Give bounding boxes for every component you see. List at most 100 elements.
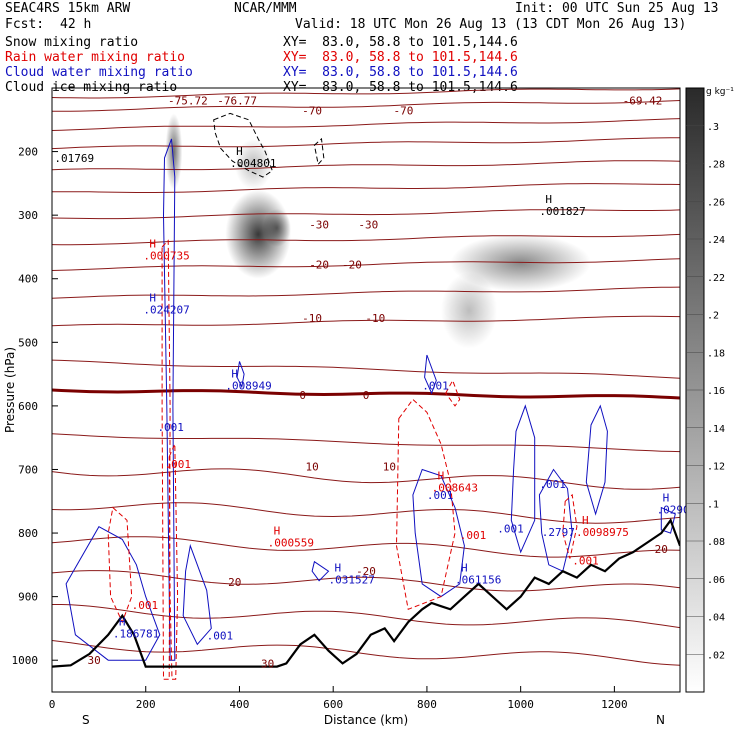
contour-value-label: .001 [132, 599, 159, 612]
x-tick-label: 0 [49, 698, 56, 711]
colorbar-tick-label: .08 [707, 537, 725, 548]
colorbar-tick-label: .24 [707, 235, 725, 246]
y-tick-label: 900 [18, 591, 38, 604]
isotherm-label: -10 [302, 312, 322, 325]
isotherm-line [52, 433, 680, 453]
colorbar-tick-label: .02 [707, 650, 725, 661]
freezing-level-line [52, 388, 680, 400]
isotherm-label: -20 [356, 565, 376, 578]
isotherm-label: 20 [228, 576, 241, 589]
isotherm-label: 30 [88, 654, 101, 667]
isotherm-label: 0 [363, 389, 370, 402]
contour-value-label: .001 [157, 421, 184, 434]
x-tick-label: 200 [136, 698, 156, 711]
isotherm-line [52, 536, 680, 558]
isotherm-line [52, 570, 680, 592]
contour-value-label: .000735 [143, 249, 189, 262]
max-marker-H: H [149, 237, 156, 250]
isotherm-label: -69.42 [623, 95, 663, 108]
south-label: S [82, 713, 90, 727]
field-xy-snow: XY= 83.0, 58.8 to 101.5,144.6 [283, 35, 518, 50]
isotherm-line [52, 233, 680, 246]
isotherm-line [52, 502, 680, 524]
contour-value-label: .001 [460, 529, 487, 542]
cloud-water-contour [65, 526, 161, 661]
contour-value-label: .008949 [225, 380, 271, 393]
isotherm-line [52, 468, 680, 490]
max-marker-H: H [582, 514, 589, 527]
cloud-water-contour [424, 354, 437, 395]
isotherm-line [52, 209, 680, 220]
cloud-water-contour [182, 543, 212, 646]
contour-value-label: .0290 [657, 504, 690, 517]
contour-value-label: .186781 [113, 628, 159, 641]
cloud-water-contour [412, 468, 465, 598]
y-tick-label: 700 [18, 463, 38, 476]
isotherm-label: 0 [299, 389, 306, 402]
contour-value-label: .001 [207, 630, 234, 643]
isotherm-label: 10 [305, 460, 318, 473]
max-marker-H: H [461, 562, 468, 575]
contour-value-label: .001827 [539, 205, 585, 218]
max-marker-H: H [545, 193, 552, 206]
max-marker-H: H [335, 562, 342, 575]
field-name-snow: Snow mixing ratio [5, 35, 139, 50]
isotherm-line [52, 315, 680, 327]
colorbar-unit: g kg⁻¹ [706, 87, 734, 97]
colorbar-tick-label: .18 [707, 348, 725, 359]
y-tick-label: 400 [18, 273, 38, 286]
cloud-water-contour [162, 138, 176, 661]
x-tick-label: 600 [323, 698, 343, 711]
isotherm-line [52, 359, 680, 379]
contour-value-label: .01769 [54, 152, 94, 165]
x-tick-label: 1000 [507, 698, 534, 711]
isotherm-line [52, 604, 680, 629]
snow-shading-blob [165, 113, 183, 190]
isotherm-label: -10 [365, 312, 385, 325]
y-tick-label: 600 [18, 400, 38, 413]
contour-value-label: .001 [572, 554, 599, 567]
isotherm-label: -20 [342, 259, 362, 272]
terrain-profile-line [52, 517, 680, 668]
isotherm-label: -70 [394, 104, 414, 117]
contour-value-label: .004801 [230, 157, 276, 170]
cloud-water-contour [311, 560, 330, 582]
cloud-water-contour [585, 404, 608, 516]
colorbar-tick-label: .2 [707, 311, 719, 322]
colorbar-tick-label: .14 [707, 424, 725, 435]
fcst-value: 42 h [60, 17, 92, 32]
colorbar-tick-label: .16 [707, 386, 725, 397]
rain-contour [161, 239, 171, 680]
colorbar-tick-label: .12 [707, 462, 725, 473]
isotherm-label: -30 [358, 219, 378, 232]
field-name-rain: Rain water mixing ratio [5, 50, 186, 65]
isotherm-line [52, 640, 680, 666]
colorbar-tick-label: .1 [707, 499, 719, 510]
isotherm-label: 30 [261, 657, 274, 670]
y-tick-label: 200 [18, 146, 38, 159]
isotherm-line [52, 183, 680, 193]
cloud-water-contour [236, 361, 245, 389]
max-marker-H: H [231, 368, 238, 381]
contour-value-label: .031527 [329, 574, 375, 587]
cloud-water-contour [538, 468, 573, 572]
colorbar-tick-label: .28 [707, 160, 725, 171]
max-marker-H: H [663, 492, 670, 505]
snow-shading-blob [262, 208, 292, 247]
isotherm-label: -30 [309, 219, 329, 232]
contour-value-label: .008643 [432, 481, 478, 494]
contour-value-label: .001 [427, 489, 454, 502]
contour-value-label: .001 [164, 458, 191, 471]
isotherm-line [52, 100, 680, 112]
rain-contour [562, 493, 578, 559]
colorbar-tick-label: .04 [707, 613, 725, 624]
isotherm-line [52, 137, 680, 150]
x-axis-title: Distance (km) [324, 713, 408, 727]
max-marker-H: H [438, 469, 445, 482]
fcst-label: Fcst: [5, 17, 45, 32]
y-axis-title: Pressure (hPa) [3, 347, 17, 433]
colorbar-tick-label: .22 [707, 273, 725, 284]
contour-value-label: .001 [539, 478, 566, 491]
plot-frame [51, 87, 681, 693]
contour-value-label: .001 [422, 380, 449, 393]
